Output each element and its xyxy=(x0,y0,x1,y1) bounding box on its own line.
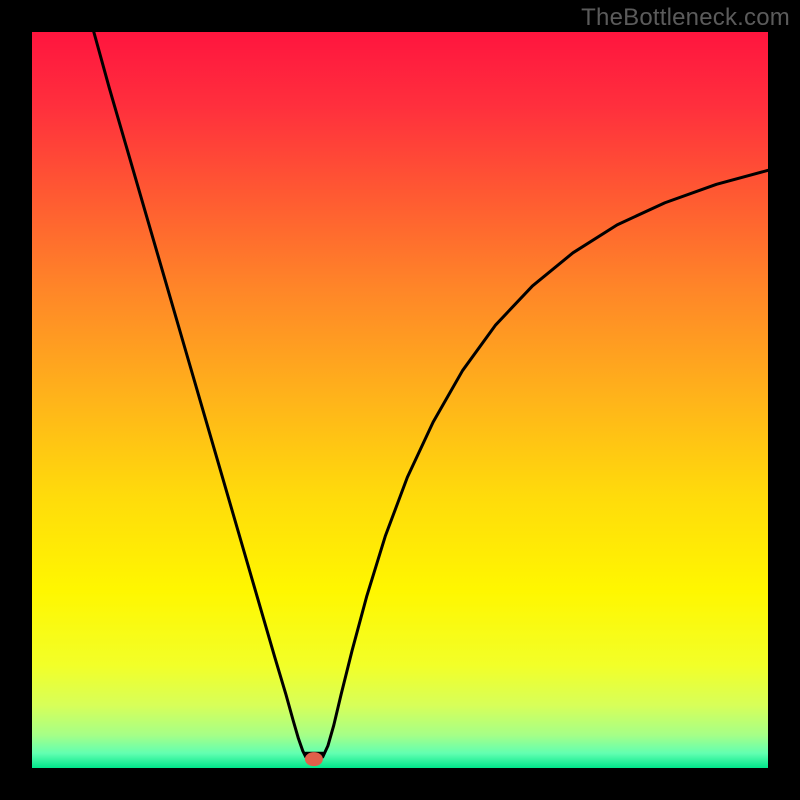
plot-frame xyxy=(30,30,770,770)
chart-container: { "watermark": { "text": "TheBottleneck.… xyxy=(0,0,800,800)
optimal-point-marker xyxy=(305,752,323,766)
plot-svg xyxy=(32,32,768,768)
watermark-text: TheBottleneck.com xyxy=(581,4,790,32)
gradient-background xyxy=(32,32,768,768)
